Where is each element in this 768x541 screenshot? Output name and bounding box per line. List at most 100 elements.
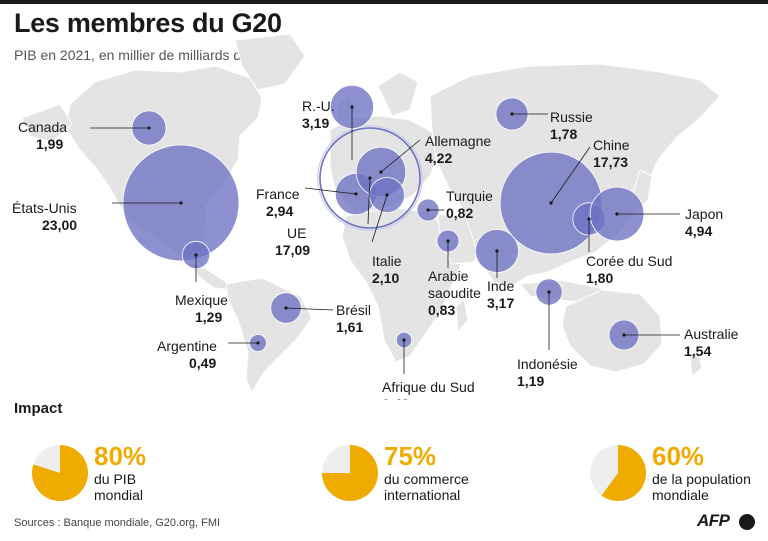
- dot-france: [354, 192, 358, 196]
- dot-australie: [622, 333, 626, 337]
- trade-share-line1: du commerce: [384, 471, 469, 487]
- gdp-share-value: 80%: [94, 441, 147, 471]
- population-share-line1: de la population: [652, 471, 751, 487]
- trade-share-slice: [322, 445, 378, 501]
- dot-allemagne: [379, 170, 383, 174]
- scandinavia-landmass: [377, 71, 419, 117]
- value-japon: 4,94: [685, 223, 712, 239]
- leader-france: [304, 187, 357, 195]
- leader-ue: [367, 177, 371, 225]
- value-chine: 17,73: [593, 154, 628, 170]
- label-etats-unis: États-Unis: [12, 200, 77, 216]
- label-bresil: Brésil: [336, 302, 371, 318]
- label-japon: Japon: [685, 206, 723, 222]
- africa-landmass: [341, 207, 463, 363]
- leader-bresil: [285, 307, 334, 311]
- value-inde: 3,17: [487, 295, 514, 311]
- label-arabie-saoudite-1: Arabie: [428, 268, 469, 284]
- dot-mexique: [194, 253, 198, 257]
- gdp-share-pie: [32, 445, 89, 501]
- dot-r-u: [350, 105, 354, 109]
- population-share-slice: [601, 445, 647, 501]
- bubble-ue: [319, 127, 421, 229]
- dot-indonesie: [547, 290, 551, 294]
- label-italie: Italie: [372, 253, 402, 269]
- label-arabie-saoudite-2: saoudite: [428, 285, 481, 301]
- madagascar-landmass: [455, 299, 469, 334]
- label-coree-du-sud: Corée du Sud: [586, 253, 672, 269]
- value-russie: 1,78: [550, 126, 577, 142]
- label-r-u: R.-U.: [302, 98, 335, 114]
- gdp-share-slice: [32, 445, 89, 501]
- dot-arabie-saoudite: [446, 239, 450, 243]
- value-turquie: 0,82: [446, 205, 473, 221]
- dot-russie: [510, 112, 514, 116]
- value-etats-unis: 23,00: [42, 217, 77, 233]
- label-canada: Canada: [18, 119, 67, 135]
- gdp-share-desc: du PIB mondial: [94, 471, 234, 503]
- new-zealand-landmass: [689, 349, 703, 377]
- value-italie: 2,10: [372, 270, 399, 286]
- leader-italie: [371, 194, 388, 243]
- label-ue: UE: [287, 225, 306, 241]
- chart-subtitle: PIB en 2021, en millier de milliards de …: [14, 47, 295, 63]
- bubble-ue-halo: [317, 125, 423, 231]
- value-r-u: 3,19: [302, 115, 329, 131]
- population-share-desc: de la population mondiale: [652, 471, 768, 503]
- value-allemagne: 4,22: [425, 150, 452, 166]
- afp-logo-icon: [739, 514, 755, 530]
- value-france: 2,94: [266, 203, 293, 219]
- dot-coree-du-sud: [587, 217, 591, 221]
- dot-canada: [147, 126, 151, 130]
- afp-logo-text: AFP: [697, 511, 730, 530]
- value-mexique: 1,29: [195, 309, 222, 325]
- dot-ue: [368, 176, 372, 180]
- label-argentine: Argentine: [157, 338, 217, 354]
- dot-chine: [549, 201, 553, 205]
- top-rule: [0, 0, 768, 4]
- value-argentine: 0,49: [189, 355, 216, 371]
- south-america-landmass: [225, 277, 313, 394]
- dot-bresil: [284, 306, 288, 310]
- dot-etats-unis: [179, 201, 183, 205]
- value-coree-du-sud: 1,80: [586, 270, 613, 286]
- label-turquie: Turquie: [446, 188, 493, 204]
- label-russie: Russie: [550, 109, 593, 125]
- value-ue: 17,09: [275, 242, 310, 258]
- trade-share-desc: du commerce international: [384, 471, 524, 503]
- label-france: France: [256, 186, 300, 202]
- value-australie: 1,54: [684, 343, 711, 359]
- value-arabie-saoudite: 0,83: [428, 302, 455, 318]
- gdp-share-line1: du PIB: [94, 471, 137, 487]
- value-canada: 1,99: [36, 136, 63, 152]
- dot-italie: [385, 193, 389, 197]
- label-australie: Australie: [684, 326, 739, 342]
- value-afrique-du-sud: 0,42: [382, 396, 409, 400]
- population-share-pie: [590, 445, 647, 501]
- population-share-value: 60%: [652, 441, 705, 471]
- impact-title: Impact: [14, 400, 63, 417]
- gdp-share-line2: mondial: [94, 487, 144, 503]
- label-chine: Chine: [593, 137, 630, 153]
- dot-argentine: [256, 341, 260, 345]
- label-indonesie: Indonésie: [517, 356, 578, 372]
- value-indonesie: 1,19: [517, 373, 544, 389]
- leader-chine: [550, 146, 591, 204]
- label-allemagne: Allemagne: [425, 133, 491, 149]
- dot-inde: [495, 249, 499, 253]
- dot-turquie: [426, 208, 430, 212]
- trade-share-line2: international: [384, 487, 461, 503]
- greenland-landmass: [234, 33, 306, 91]
- label-afrique-du-sud: Afrique du Sud: [382, 379, 475, 395]
- leader-allemagne: [380, 139, 421, 173]
- trade-share-value: 75%: [384, 441, 437, 471]
- alaska-landmass: [21, 103, 73, 143]
- dot-afrique-du-sud: [402, 338, 406, 342]
- dot-japon: [615, 212, 619, 216]
- label-mexique: Mexique: [175, 292, 228, 308]
- label-inde: Inde: [487, 278, 514, 294]
- population-share-line2: mondiale: [652, 487, 709, 503]
- chart-title: Les membres du G20: [14, 8, 282, 38]
- trade-share-pie: [322, 445, 378, 501]
